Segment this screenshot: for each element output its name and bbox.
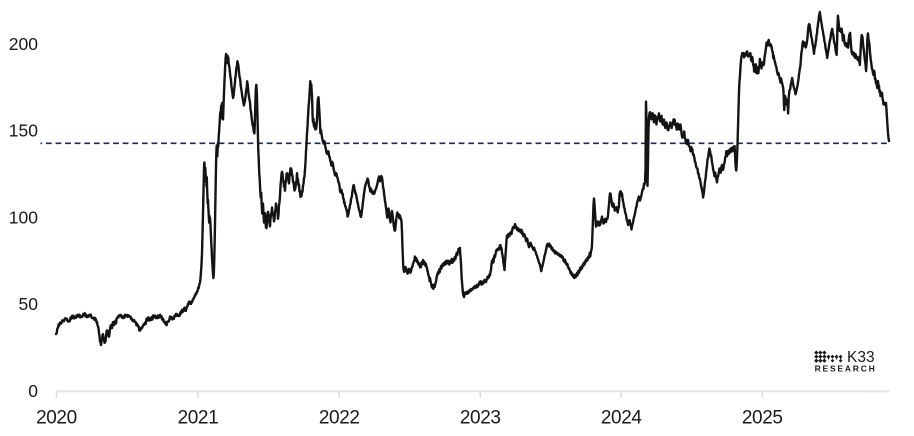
svg-text:K33: K33	[847, 349, 875, 366]
svg-text:2021: 2021	[178, 408, 219, 429]
svg-text:50: 50	[19, 294, 39, 314]
svg-text:150: 150	[9, 121, 38, 141]
svg-text:200: 200	[9, 34, 38, 54]
svg-text:100: 100	[9, 207, 38, 227]
svg-text:2025: 2025	[742, 408, 783, 429]
svg-text:0: 0	[28, 381, 38, 401]
svg-text:RESEARCH: RESEARCH	[815, 363, 877, 373]
svg-text:2023: 2023	[460, 408, 501, 429]
svg-text:2022: 2022	[319, 408, 360, 429]
svg-text:2020: 2020	[36, 408, 77, 429]
svg-text:2024: 2024	[601, 408, 643, 429]
